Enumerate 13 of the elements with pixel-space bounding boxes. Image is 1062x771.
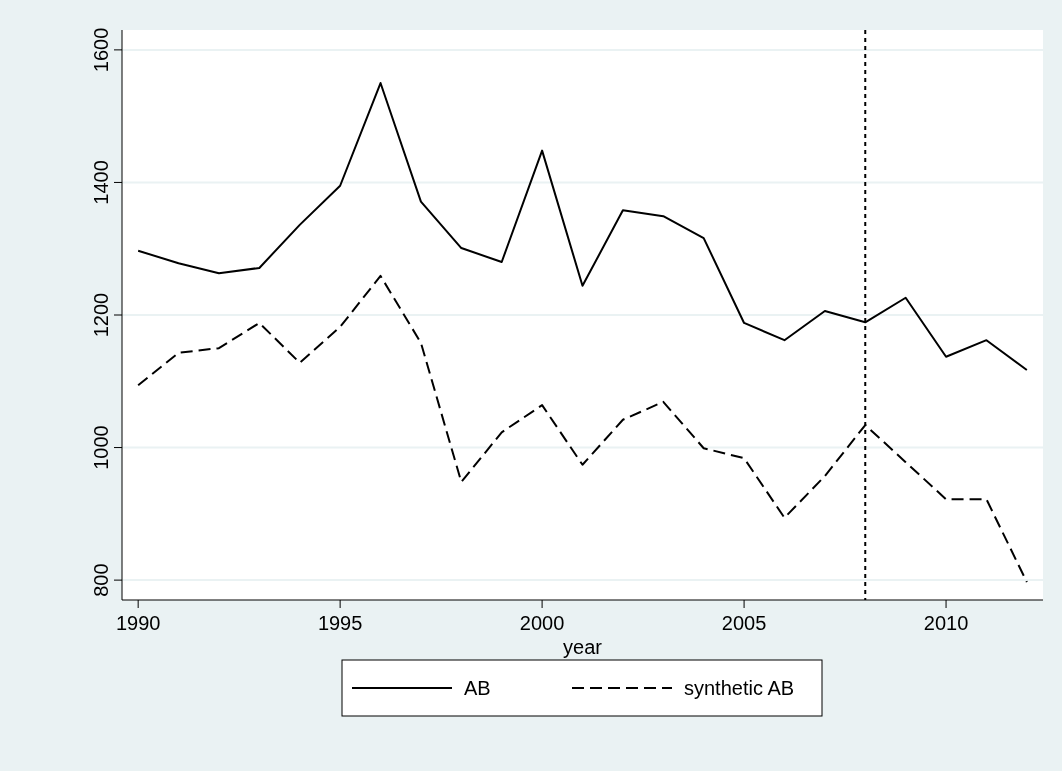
x-tick-label: 2010 [923,612,969,634]
x-tick-label: 1990 [115,612,161,634]
legend-label: synthetic AB [684,677,795,699]
x-axis-title: year [563,636,603,658]
y-tick-label: 1200 [90,292,112,338]
y-tick-label: 1600 [90,27,112,73]
y-tick-label: 1000 [90,425,112,470]
x-tick-label: 1995 [317,612,363,634]
x-tick-label: 2005 [721,612,767,634]
x-tick-label: 2000 [519,612,565,634]
y-tick-label: 800 [90,563,112,597]
y-tick-label: 1400 [90,160,112,205]
legend-label: AB [464,677,491,699]
